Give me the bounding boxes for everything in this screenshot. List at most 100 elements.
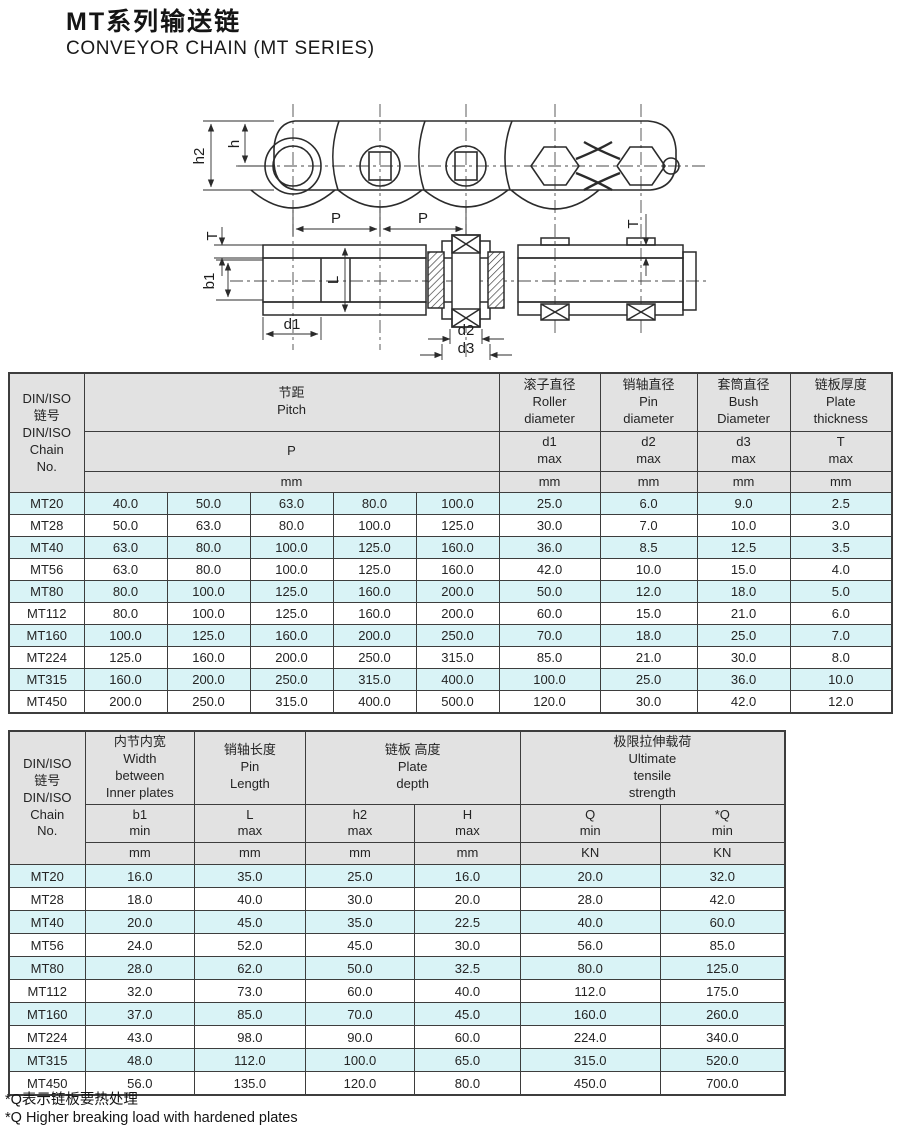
symbol-h-max: H max: [414, 803, 521, 844]
table-row: MT224 43.0 98.0 90.0 60.0 224.0 340.0: [8, 1025, 786, 1050]
side-view-dimensions: [203, 120, 467, 236]
value-cell: 63.0: [83, 536, 168, 560]
chain-no-cell: MT28: [8, 514, 85, 538]
chain-no-cell: MT80: [8, 956, 86, 981]
unit-mm: mm: [599, 470, 698, 494]
spec-table-dimensions: DIN/ISO 链号 DIN/ISO Chain No. 节距 Pitch 滚子…: [8, 372, 894, 715]
value-cell: 160.0: [415, 558, 500, 582]
table-row: MT20 40.0 50.0 63.0 80.0 100.0 25.0 6.0 9.0 2.5: [8, 492, 893, 516]
value-cell: 8.5: [599, 536, 698, 560]
footnote-english: *Q Higher breaking load with hardened pl…: [5, 1110, 298, 1127]
value-cell: 52.0: [194, 933, 306, 958]
page-title-chinese: MT系列输送链: [66, 8, 242, 36]
value-cell: 50.0: [83, 514, 168, 538]
dim-label-p2: P: [418, 210, 428, 227]
unit-mm: mm: [696, 470, 791, 494]
value-cell: 315.0: [332, 668, 417, 692]
value-cell: 100.0: [249, 536, 334, 560]
header-chain-no: DIN/ISO 链号 DIN/ISO Chain No.: [8, 372, 85, 494]
value-cell: 340.0: [659, 1025, 786, 1050]
unit-mm: mm: [304, 842, 416, 866]
side-view: [250, 120, 680, 210]
dim-label-t-left: T: [204, 231, 221, 240]
footnotes: *Q表示链板要热处理 *Q Higher breaking load with …: [5, 1091, 298, 1127]
value-cell: 120.0: [498, 690, 601, 714]
chain-no-cell: MT56: [8, 933, 86, 958]
unit-mm: mm: [83, 470, 500, 494]
value-cell: 60.0: [659, 910, 786, 935]
value-cell: 7.0: [789, 624, 893, 648]
chain-no-cell: MT112: [8, 602, 85, 626]
value-cell: 160.0: [332, 580, 417, 604]
symbol-d3-max: d3 max: [696, 430, 791, 472]
value-cell: 60.0: [304, 979, 416, 1004]
value-cell: 160.0: [166, 646, 251, 670]
value-cell: 48.0: [84, 1048, 196, 1073]
value-cell: 135.0: [194, 1071, 306, 1096]
chain-no-cell: MT224: [8, 646, 85, 670]
value-cell: 100.0: [332, 514, 417, 538]
value-cell: 315.0: [519, 1048, 661, 1073]
header-plate-thickness: 链板厚度 Plate thickness: [789, 372, 893, 432]
value-cell: 10.0: [789, 668, 893, 692]
value-cell: 30.0: [414, 933, 521, 958]
value-cell: 3.0: [789, 514, 893, 538]
value-cell: 260.0: [659, 1002, 786, 1027]
value-cell: 30.0: [498, 514, 601, 538]
unit-mm: mm: [414, 842, 521, 866]
value-cell: 20.0: [84, 910, 196, 935]
value-cell: 175.0: [659, 979, 786, 1004]
value-cell: 125.0: [332, 536, 417, 560]
value-cell: 85.0: [659, 933, 786, 958]
table-row: MT315 160.0 200.0 250.0 315.0 400.0 100.0 25.0 3…: [8, 668, 893, 692]
value-cell: 50.0: [166, 492, 251, 516]
plan-view: [262, 234, 697, 328]
symbol-q-min: Q min: [519, 803, 661, 844]
value-cell: 100.0: [304, 1048, 416, 1073]
table-row: MT112 32.0 73.0 60.0 40.0 112.0 175.0: [8, 979, 786, 1004]
chain-no-cell: MT315: [8, 668, 85, 692]
value-cell: 21.0: [599, 646, 698, 670]
unit-kn: KN: [659, 842, 786, 866]
table-row: MT20 16.0 35.0 25.0 16.0 20.0 32.0: [8, 864, 786, 889]
value-cell: 6.0: [599, 492, 698, 516]
table-row: MT28 50.0 63.0 80.0 100.0 125.0 30.0 7.0 10.0 3.0: [8, 514, 893, 538]
value-cell: 40.0: [83, 492, 168, 516]
value-cell: 12.0: [599, 580, 698, 604]
table-row: MT450 56.0 135.0 120.0 80.0 450.0 700.0: [8, 1071, 786, 1096]
value-cell: 224.0: [519, 1025, 661, 1050]
value-cell: 32.0: [84, 979, 196, 1004]
chain-no-cell: MT112: [8, 979, 86, 1004]
chain-drawing-svg: h2 h P P: [191, 104, 710, 360]
value-cell: 25.0: [696, 624, 791, 648]
value-cell: 40.0: [414, 979, 521, 1004]
value-cell: 6.0: [789, 602, 893, 626]
value-cell: 250.0: [332, 646, 417, 670]
value-cell: 32.0: [659, 864, 786, 889]
value-cell: 80.0: [83, 580, 168, 604]
value-cell: 60.0: [498, 602, 601, 626]
value-cell: 80.0: [83, 602, 168, 626]
value-cell: 160.0: [83, 668, 168, 692]
value-cell: 100.0: [415, 492, 500, 516]
value-cell: 25.0: [304, 864, 416, 889]
symbol-b1-min: b1 min: [84, 803, 196, 844]
value-cell: 18.0: [84, 887, 196, 912]
unit-mm: mm: [84, 842, 196, 866]
value-cell: 112.0: [194, 1048, 306, 1073]
symbol-d2-max: d2 max: [599, 430, 698, 472]
value-cell: 200.0: [332, 624, 417, 648]
value-cell: 200.0: [83, 690, 168, 714]
value-cell: 520.0: [659, 1048, 786, 1073]
value-cell: 15.0: [599, 602, 698, 626]
table-row: MT28 18.0 40.0 30.0 20.0 28.0 42.0: [8, 887, 786, 912]
table-row: MT160 100.0 125.0 160.0 200.0 250.0 70.0 18.0 25…: [8, 624, 893, 648]
value-cell: 40.0: [519, 910, 661, 935]
spec-table-strength: DIN/ISO 链号 DIN/ISO Chain No. 内节内宽 Width …: [8, 730, 786, 1097]
header-pitch: 节距 Pitch: [83, 372, 500, 432]
value-cell: 16.0: [414, 864, 521, 889]
value-cell: 50.0: [498, 580, 601, 604]
value-cell: 125.0: [415, 514, 500, 538]
chain-no-cell: MT224: [8, 1025, 86, 1050]
symbol-p: P: [83, 430, 500, 472]
